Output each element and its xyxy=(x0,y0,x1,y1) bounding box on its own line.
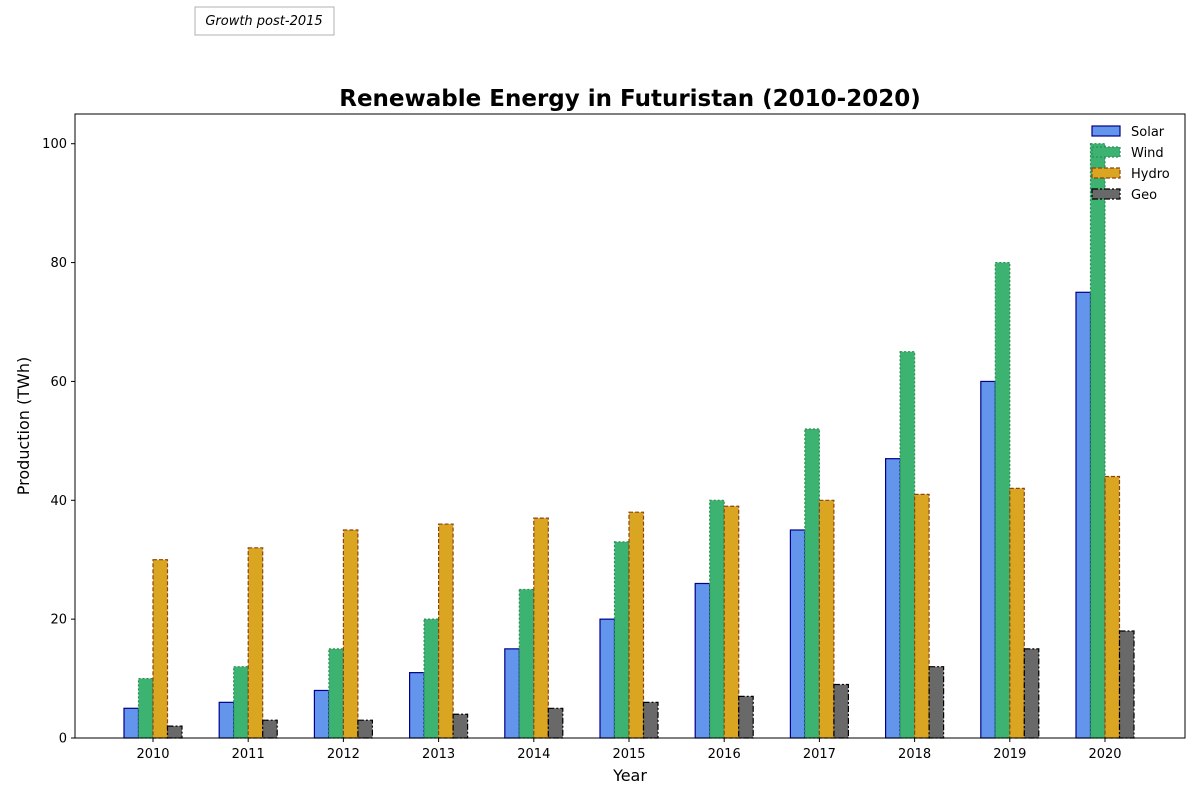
chart-title: Renewable Energy in Futuristan (2010-202… xyxy=(339,86,920,112)
bar-hydro-2012 xyxy=(343,530,358,738)
bar-hydro-2018 xyxy=(915,494,930,738)
bar-solar-2020 xyxy=(1076,292,1091,738)
x-tick-label: 2016 xyxy=(708,747,741,762)
x-axis-label: Year xyxy=(612,766,647,785)
annotation-box: Growth post-2015 xyxy=(195,7,334,35)
bar-solar-2015 xyxy=(600,619,615,738)
bar-hydro-2011 xyxy=(248,548,263,738)
bar-hydro-2017 xyxy=(819,500,834,738)
legend-label-solar: Solar xyxy=(1131,125,1165,140)
legend-label-hydro: Hydro xyxy=(1131,167,1170,182)
x-tick-label: 2011 xyxy=(232,747,265,762)
legend-swatch-solar xyxy=(1092,126,1120,136)
bar-wind-2018 xyxy=(900,352,915,738)
bar-solar-2012 xyxy=(314,690,329,738)
y-tick-label: 20 xyxy=(50,613,67,628)
bar-wind-2014 xyxy=(519,589,534,738)
bar-geo-2014 xyxy=(548,708,563,738)
bar-geo-2010 xyxy=(168,726,183,738)
legend-swatch-hydro xyxy=(1092,168,1120,178)
x-tick-label: 2019 xyxy=(993,747,1026,762)
legend-label-geo: Geo xyxy=(1131,188,1157,203)
bar-geo-2020 xyxy=(1120,631,1135,738)
bar-solar-2018 xyxy=(886,459,901,738)
x-tick-label: 2017 xyxy=(803,747,836,762)
bar-hydro-2015 xyxy=(629,512,644,738)
bar-solar-2017 xyxy=(790,530,805,738)
bar-geo-2016 xyxy=(739,696,754,738)
bar-wind-2010 xyxy=(139,679,154,738)
bar-wind-2012 xyxy=(329,649,344,738)
legend-swatch-geo xyxy=(1092,189,1120,199)
x-tick-label: 2010 xyxy=(136,747,169,762)
legend-label-wind: Wind xyxy=(1131,146,1164,161)
bar-solar-2019 xyxy=(981,381,996,738)
x-tick-label: 2014 xyxy=(517,747,550,762)
bar-hydro-2019 xyxy=(1010,488,1025,738)
bar-wind-2013 xyxy=(424,619,439,738)
x-tick-label: 2012 xyxy=(327,747,360,762)
x-tick-label: 2020 xyxy=(1088,747,1121,762)
legend-swatch-wind xyxy=(1092,147,1120,157)
bar-geo-2015 xyxy=(644,702,659,738)
bar-wind-2016 xyxy=(710,500,725,738)
y-tick-label: 40 xyxy=(50,494,67,509)
bar-geo-2019 xyxy=(1024,649,1039,738)
bar-solar-2013 xyxy=(410,673,425,738)
x-tick-label: 2013 xyxy=(422,747,455,762)
bar-hydro-2014 xyxy=(534,518,549,738)
y-axis-label: Production (TWh) xyxy=(14,357,33,495)
bar-hydro-2013 xyxy=(439,524,454,738)
bar-geo-2013 xyxy=(453,714,468,738)
y-tick-label: 60 xyxy=(50,375,67,390)
bar-geo-2012 xyxy=(358,720,373,738)
bars-layer xyxy=(124,144,1134,738)
annotation-text: Growth post-2015 xyxy=(205,14,322,29)
bar-solar-2016 xyxy=(695,583,710,738)
y-tick-label: 100 xyxy=(42,137,67,152)
bar-hydro-2016 xyxy=(724,506,739,738)
bar-solar-2011 xyxy=(219,702,234,738)
bar-hydro-2010 xyxy=(153,560,168,738)
x-tick-label: 2018 xyxy=(898,747,931,762)
bar-geo-2011 xyxy=(263,720,278,738)
bar-wind-2020 xyxy=(1091,144,1106,738)
bar-wind-2011 xyxy=(234,667,249,738)
bar-hydro-2020 xyxy=(1105,477,1120,738)
bar-solar-2010 xyxy=(124,708,139,738)
bar-geo-2017 xyxy=(834,685,849,738)
x-tick-label: 2015 xyxy=(612,747,645,762)
bar-geo-2018 xyxy=(929,667,944,738)
bar-solar-2014 xyxy=(505,649,520,738)
bar-wind-2019 xyxy=(995,263,1010,738)
y-tick-label: 0 xyxy=(59,732,67,747)
bar-wind-2017 xyxy=(805,429,820,738)
bar-wind-2015 xyxy=(615,542,630,738)
y-tick-label: 80 xyxy=(50,256,67,271)
